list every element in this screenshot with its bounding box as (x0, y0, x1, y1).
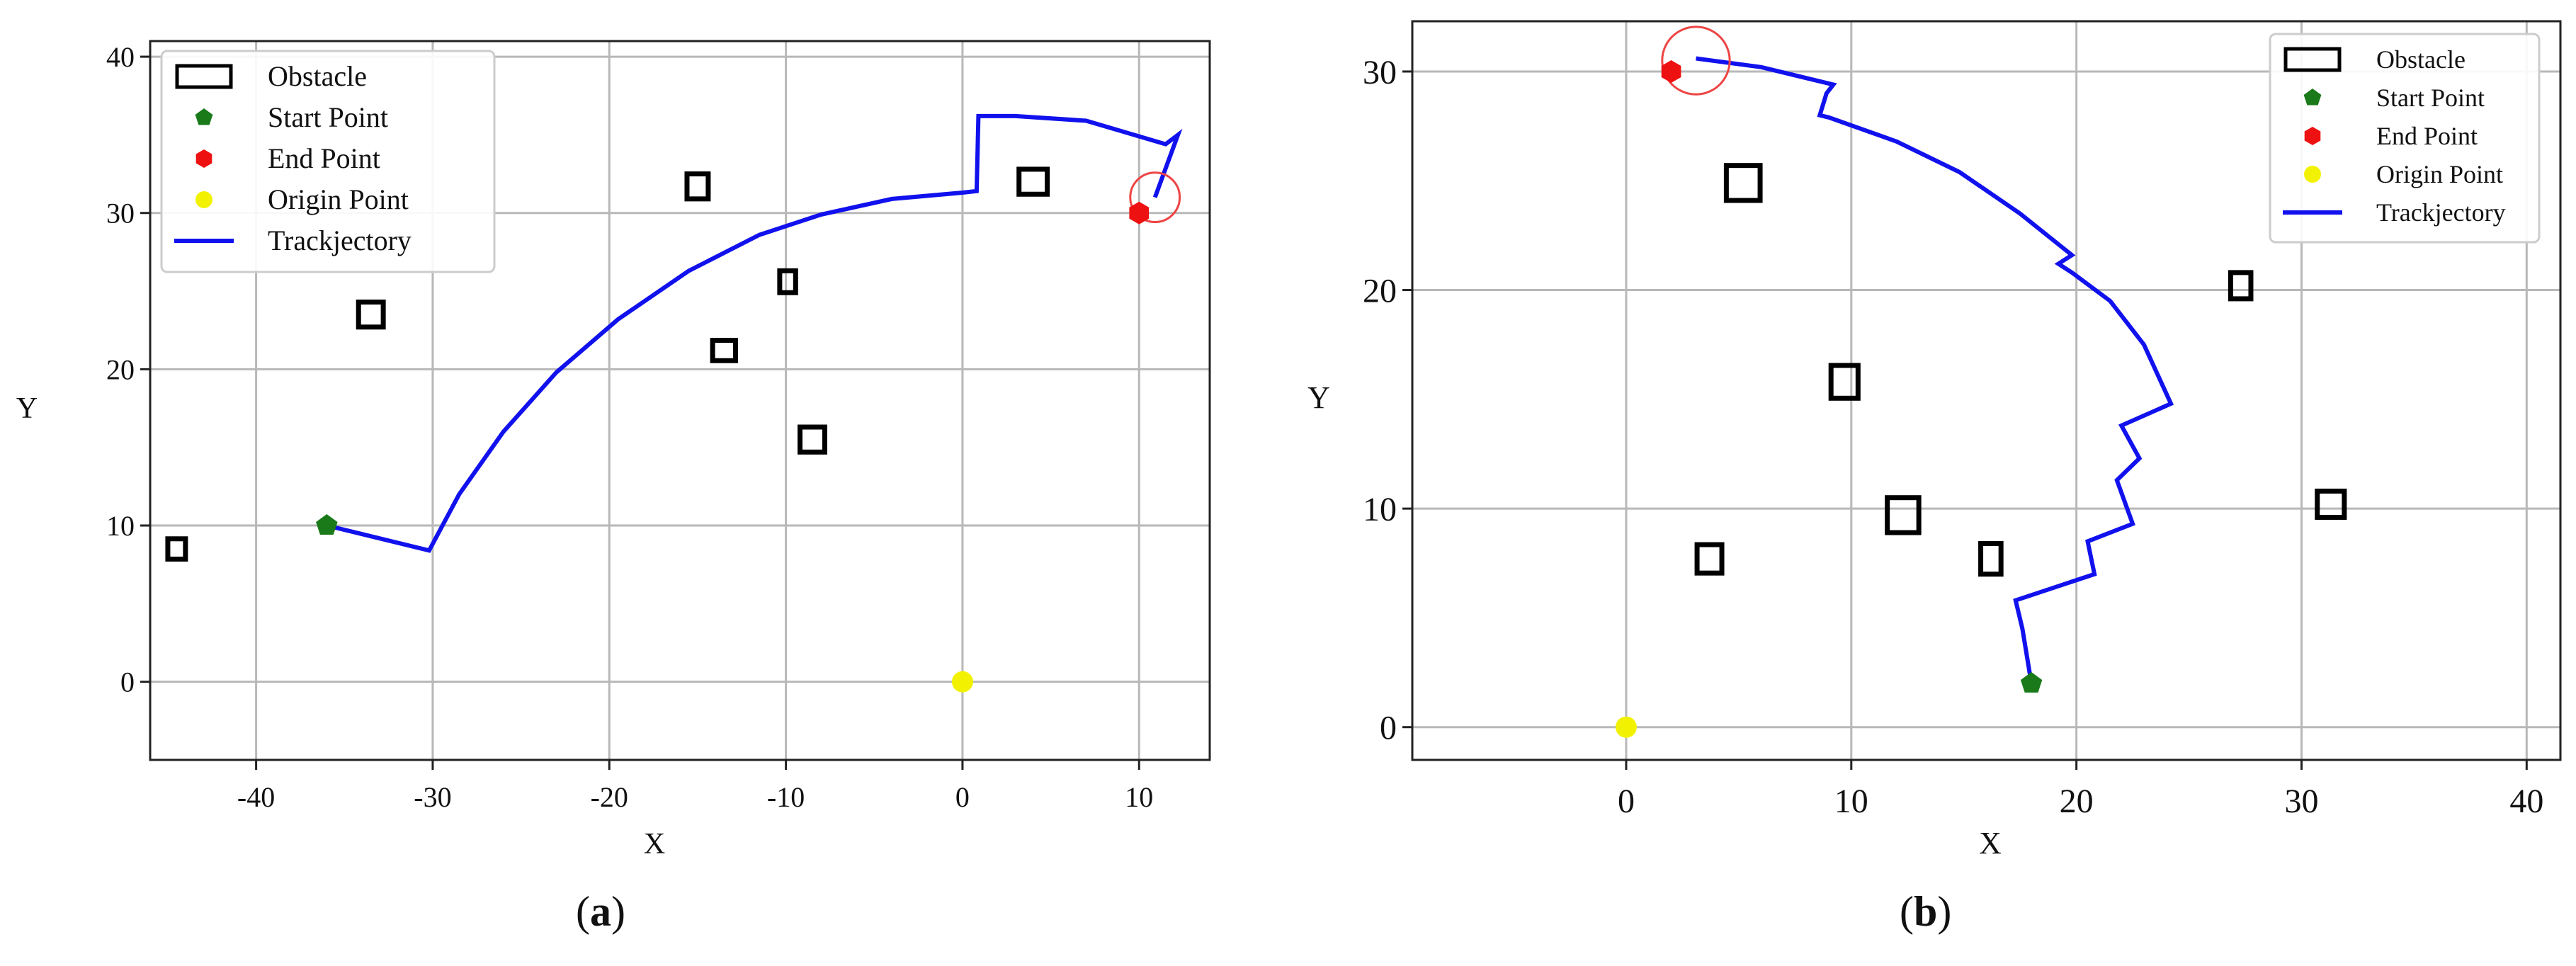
panel-b-y-tick-label: 20 (1363, 272, 1397, 309)
panel-b-legend-box (2269, 33, 2541, 244)
panel-b-label: (b) (1900, 888, 1952, 935)
panel-b-chart: 0 10 20 30 40 0 10 20 30 X Y Obstacle Start Point End… (1307, 20, 2562, 860)
panel-a-y-axis-label: Y (16, 392, 38, 425)
panel-a-legend-marker-end-point (195, 149, 212, 168)
panel-a-x-tick-label: -30 (414, 781, 451, 813)
panel-a-legend-label: Origin Point (268, 183, 409, 215)
panel-a-obstacle (356, 299, 386, 330)
panel-a-legend-marker-start-point (195, 108, 213, 125)
panel-a-y-tick-label: 40 (106, 41, 135, 73)
panel-a-plot-frame (149, 40, 1211, 761)
panel-b-obstacle (1723, 163, 1763, 203)
panel-a-legend-marker-origin-point (195, 191, 212, 208)
panel-a-chart: -40 -30 -20 -10 0 10 0 10 20 30 40 X Y Obstacle Start … (16, 40, 1211, 860)
panel-a-x-axis-label: X (644, 828, 665, 860)
panel-a-legend-box (160, 50, 496, 273)
panel-b-obstacle (1978, 541, 2004, 577)
panel-a-x-tick-label: 10 (1125, 781, 1153, 813)
panel-a-legend-marker-obstacle (175, 64, 233, 89)
panel-a-obstacle (798, 424, 827, 455)
panel-a-y-tick-label: 0 (120, 666, 135, 698)
panel-b-legend-label: End Point (2376, 122, 2478, 150)
panel-a-x-tick-label: -20 (591, 781, 628, 813)
panel-a-x-tick-label: -10 (767, 781, 805, 813)
panel-b-x-tick-label: 20 (2060, 783, 2094, 820)
panel-b-trajectory-line (1696, 56, 2174, 684)
panel-b-y-tick-label: 30 (1363, 54, 1397, 91)
panel-b-x-tick-label: 0 (1618, 783, 1635, 820)
panel-a-trajectory-line (326, 113, 1183, 553)
panel-b-obstacle (2228, 270, 2254, 302)
panel-a-start-point (316, 514, 338, 535)
panel-a-legend-label: Trackjectory (268, 225, 412, 256)
panel-a-y-tick-label: 20 (106, 353, 135, 385)
panel-b-origin-point (1615, 716, 1637, 738)
panel-b-legend-marker-obstacle (2283, 47, 2342, 72)
panel-a-legend-label: End Point (268, 142, 380, 174)
panel-a-obstacle (777, 268, 798, 295)
panel-b-legend-marker-end-point (2304, 127, 2321, 145)
panel-a-y-tick-label: 30 (106, 198, 135, 229)
panel-b-legend-label: Origin Point (2376, 160, 2503, 188)
panel-b-y-tick-label: 10 (1363, 491, 1397, 528)
panel-a-obstacle (165, 536, 188, 562)
panel-b-y-tick-label: 0 (1380, 710, 1397, 747)
panel-b-start-point (2020, 672, 2043, 693)
panel-b-obstacle (1885, 495, 1922, 535)
panel-a-legend-label: Obstacle (268, 60, 367, 92)
panel-a-legend-label: Start Point (268, 101, 388, 133)
panel-a-goal-circle (1129, 171, 1181, 224)
panel-b-x-tick-label: 30 (2284, 783, 2318, 820)
panel-b-x-tick-label: 10 (1834, 783, 1868, 820)
panel-b-goal-circle (1661, 25, 1731, 96)
panel-b-obstacle (1694, 542, 1725, 576)
panel-b-x-axis-label: X (1979, 826, 2002, 860)
panel-b-legend-marker-origin-point (2304, 166, 2321, 183)
panel-b-end-point (1661, 60, 1681, 83)
panel-b-y-axis-label: Y (1307, 380, 1330, 415)
panel-a-origin-point (951, 671, 973, 693)
panel-b-legend-label: Start Point (2376, 84, 2485, 112)
panel-a-obstacle (1016, 166, 1050, 197)
panel-b-x-tick-label: 40 (2509, 783, 2543, 820)
panel-a-end-point (1129, 201, 1150, 225)
panel-a-obstacle (684, 171, 711, 202)
panel-b-obstacle (1828, 363, 1861, 401)
panel-b-legend-label: Obstacle (2376, 45, 2466, 74)
panel-a-obstacle (710, 338, 739, 363)
panel-a-y-tick-label: 10 (106, 510, 135, 542)
panel-a-x-tick-label: 0 (955, 781, 970, 813)
panel-b-legend-label: Trackjectory (2376, 198, 2506, 227)
panel-a-x-tick-label: -40 (237, 781, 275, 813)
panel-a-label: (a) (576, 888, 625, 935)
panel-b-obstacle (2315, 488, 2347, 520)
panel-b-legend-marker-start-point (2303, 89, 2322, 106)
panel-b-plot-frame (1411, 20, 2562, 761)
